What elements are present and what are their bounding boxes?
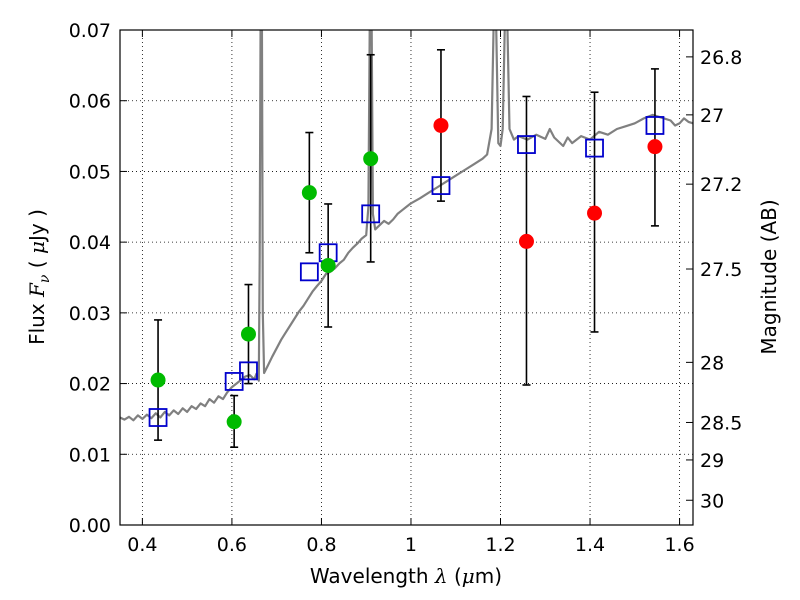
- plot-frame: [119, 29, 694, 526]
- y2-tick-label: 27: [700, 105, 724, 127]
- model-square: [224, 372, 244, 391]
- red-point: [433, 117, 449, 133]
- x-tick-label: 0.4: [127, 534, 157, 556]
- y2-tick-label: 27.2: [700, 174, 742, 196]
- green-point: [363, 151, 379, 167]
- model-square: [361, 204, 381, 224]
- y-tick-label: 0.04: [69, 232, 111, 254]
- model-square: [645, 116, 665, 135]
- model-square: [299, 262, 319, 282]
- y-tick-label: 0.00: [69, 515, 111, 537]
- x-tick-label: 1.4: [575, 534, 605, 556]
- red-point: [647, 139, 663, 155]
- y-tick-label: 0.07: [69, 20, 111, 42]
- model-square: [585, 138, 604, 158]
- model-squares: [148, 116, 665, 427]
- y-tick-label: 0.06: [69, 91, 111, 113]
- red-points: [433, 117, 663, 249]
- x-axis-label: Wavelength λ (μm): [310, 564, 502, 588]
- plot-area: [120, 30, 693, 449]
- green-points: [150, 151, 379, 430]
- model-spectrum-line: [120, 30, 693, 422]
- model-square: [517, 135, 536, 154]
- green-point: [320, 257, 336, 273]
- green-point: [301, 185, 317, 201]
- model-square: [431, 176, 451, 195]
- y2-axis-label: Magnitude (AB): [757, 199, 781, 354]
- y-axis-label: Flux Fν ( μJy ): [25, 209, 53, 345]
- x-tick-label: 1.2: [485, 534, 515, 556]
- y-axis-ticks: 0.00 0.01 0.02 0.03 0.04 0.05 0.06 0.07: [69, 20, 127, 537]
- y2-tick-label: 26.8: [700, 47, 742, 69]
- y-tick-label: 0.03: [69, 303, 111, 325]
- y-tick-label: 0.02: [69, 374, 111, 396]
- y2-tick-label: 30: [700, 490, 724, 512]
- green-point: [240, 326, 256, 342]
- y2-tick-label: 28: [700, 352, 724, 374]
- model-square: [239, 361, 258, 381]
- x-tick-label: 1: [405, 534, 417, 556]
- y-tick-label: 0.05: [69, 161, 111, 183]
- x-tick-label: 1.6: [664, 534, 694, 556]
- green-point: [150, 372, 166, 388]
- y-tick-label: 0.01: [69, 444, 111, 466]
- x-axis-ticks: 0.4 0.6 0.8 1 1.2 1.4 1.6: [127, 30, 695, 556]
- x-tick-label: 0.8: [306, 534, 336, 556]
- red-point: [587, 205, 603, 221]
- x-tick-label: 0.6: [217, 534, 247, 556]
- green-point: [226, 414, 242, 430]
- model-square: [148, 408, 168, 427]
- red-point: [518, 233, 534, 249]
- y2-tick-label: 29: [700, 450, 724, 472]
- y2-tick-label: 28.5: [700, 412, 742, 434]
- y2-axis-ticks: 26.8 27 27.2 27.5 28 28.5 29 30: [686, 47, 742, 512]
- y2-tick-label: 27.5: [700, 259, 742, 281]
- grid-lines: [120, 29, 693, 526]
